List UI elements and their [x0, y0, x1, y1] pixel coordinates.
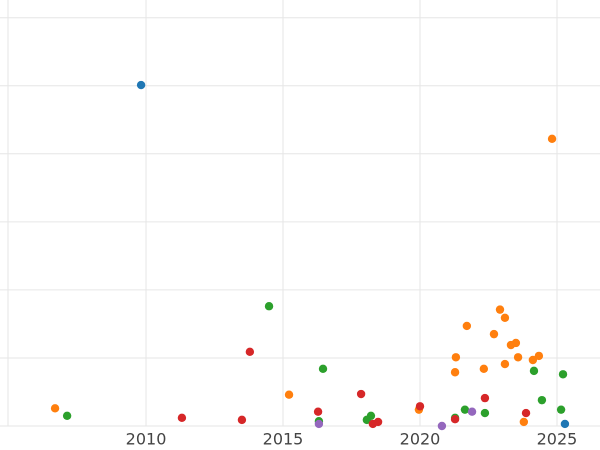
- point: [480, 393, 490, 403]
- point: [500, 359, 510, 369]
- x-tick-label: 2010: [126, 430, 167, 449]
- point: [245, 347, 255, 357]
- point: [467, 407, 477, 416]
- x-tick-label: 2025: [537, 430, 578, 449]
- point: [521, 408, 531, 418]
- point: [511, 338, 521, 348]
- point: [314, 419, 324, 429]
- point: [556, 405, 566, 414]
- point: [460, 405, 470, 414]
- point: [558, 370, 568, 379]
- point: [489, 329, 499, 339]
- point: [519, 417, 529, 427]
- point: [264, 302, 274, 311]
- point: [480, 408, 490, 418]
- point: [534, 351, 544, 361]
- point: [373, 417, 383, 427]
- point: [500, 313, 510, 322]
- point: [560, 419, 570, 429]
- point: [318, 364, 328, 374]
- point: [513, 353, 523, 362]
- point: [450, 414, 460, 424]
- point: [537, 395, 547, 405]
- point: [237, 415, 247, 425]
- point: [62, 411, 72, 420]
- point: [462, 321, 472, 331]
- point: [495, 305, 505, 314]
- point: [529, 366, 539, 376]
- point: [313, 407, 323, 416]
- point: [356, 389, 366, 399]
- point: [528, 355, 538, 365]
- point: [366, 411, 376, 420]
- point: [437, 421, 447, 431]
- point: [479, 364, 489, 374]
- point: [415, 402, 425, 411]
- x-tick-label: 2015: [263, 430, 304, 449]
- x-tick-label: 2020: [400, 430, 441, 449]
- point: [284, 390, 294, 399]
- point: [450, 368, 460, 377]
- point: [547, 134, 557, 144]
- point: [50, 404, 60, 413]
- point: [451, 353, 461, 362]
- point: [177, 413, 187, 423]
- point: [136, 80, 146, 90]
